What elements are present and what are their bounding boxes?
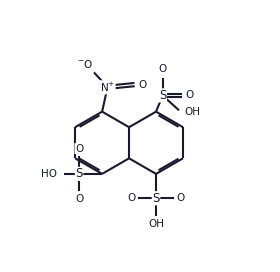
Text: HO: HO bbox=[41, 169, 57, 179]
Text: O: O bbox=[186, 90, 194, 100]
Text: O: O bbox=[75, 194, 83, 204]
Text: O: O bbox=[127, 193, 136, 203]
Text: O: O bbox=[159, 64, 167, 74]
Text: O: O bbox=[75, 144, 83, 154]
Text: $^{-}$O: $^{-}$O bbox=[76, 58, 93, 70]
Text: OH: OH bbox=[148, 219, 164, 229]
Text: S: S bbox=[159, 89, 167, 102]
Text: S: S bbox=[152, 192, 160, 205]
Text: O: O bbox=[139, 80, 147, 89]
Text: N$^{+}$: N$^{+}$ bbox=[100, 81, 115, 94]
Text: OH: OH bbox=[185, 107, 200, 117]
Text: S: S bbox=[75, 167, 83, 180]
Text: O: O bbox=[176, 193, 185, 203]
